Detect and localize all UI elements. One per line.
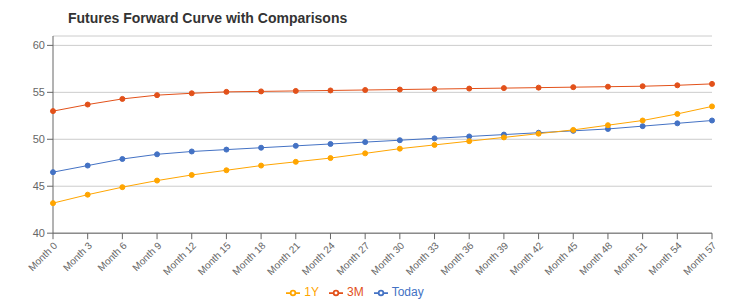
svg-text:Month 51: Month 51 <box>612 240 650 278</box>
svg-text:40: 40 <box>33 227 45 239</box>
svg-text:Month 12: Month 12 <box>161 240 199 278</box>
svg-text:Month 48: Month 48 <box>577 240 615 278</box>
svg-text:50: 50 <box>33 133 45 145</box>
svg-text:55: 55 <box>33 86 45 98</box>
svg-text:Month 6: Month 6 <box>95 240 129 274</box>
svg-text:Month 21: Month 21 <box>265 240 303 278</box>
svg-text:45: 45 <box>33 180 45 192</box>
html-text:1Y: 1Y <box>304 285 319 300</box>
svg-text:Month 0: Month 0 <box>26 240 60 274</box>
html-text:3M: 3M <box>347 285 364 300</box>
svg-text:Month 15: Month 15 <box>196 240 234 278</box>
svg-text:Month 42: Month 42 <box>508 240 546 278</box>
html-text:Today: Today <box>391 285 424 300</box>
svg-text:Month 45: Month 45 <box>542 240 580 278</box>
svg-text:60: 60 <box>33 39 45 51</box>
svg-text:Month 30: Month 30 <box>369 240 407 278</box>
svg-text:Month 36: Month 36 <box>438 240 476 278</box>
html-text:Futures Forward Curve with Com: Futures Forward Curve with Comparisons <box>68 10 348 26</box>
svg-text:Month 33: Month 33 <box>404 240 442 278</box>
svg-text:Month 3: Month 3 <box>61 240 95 274</box>
svg-text:Month 27: Month 27 <box>334 240 372 278</box>
svg-text:Month 9: Month 9 <box>130 240 164 274</box>
svg-text:Month 24: Month 24 <box>300 240 338 278</box>
svg-text:Month 18: Month 18 <box>230 240 268 278</box>
svg-text:Month 57: Month 57 <box>681 240 719 278</box>
svg-text:Month 54: Month 54 <box>646 240 684 278</box>
svg-text:Month 39: Month 39 <box>473 240 511 278</box>
